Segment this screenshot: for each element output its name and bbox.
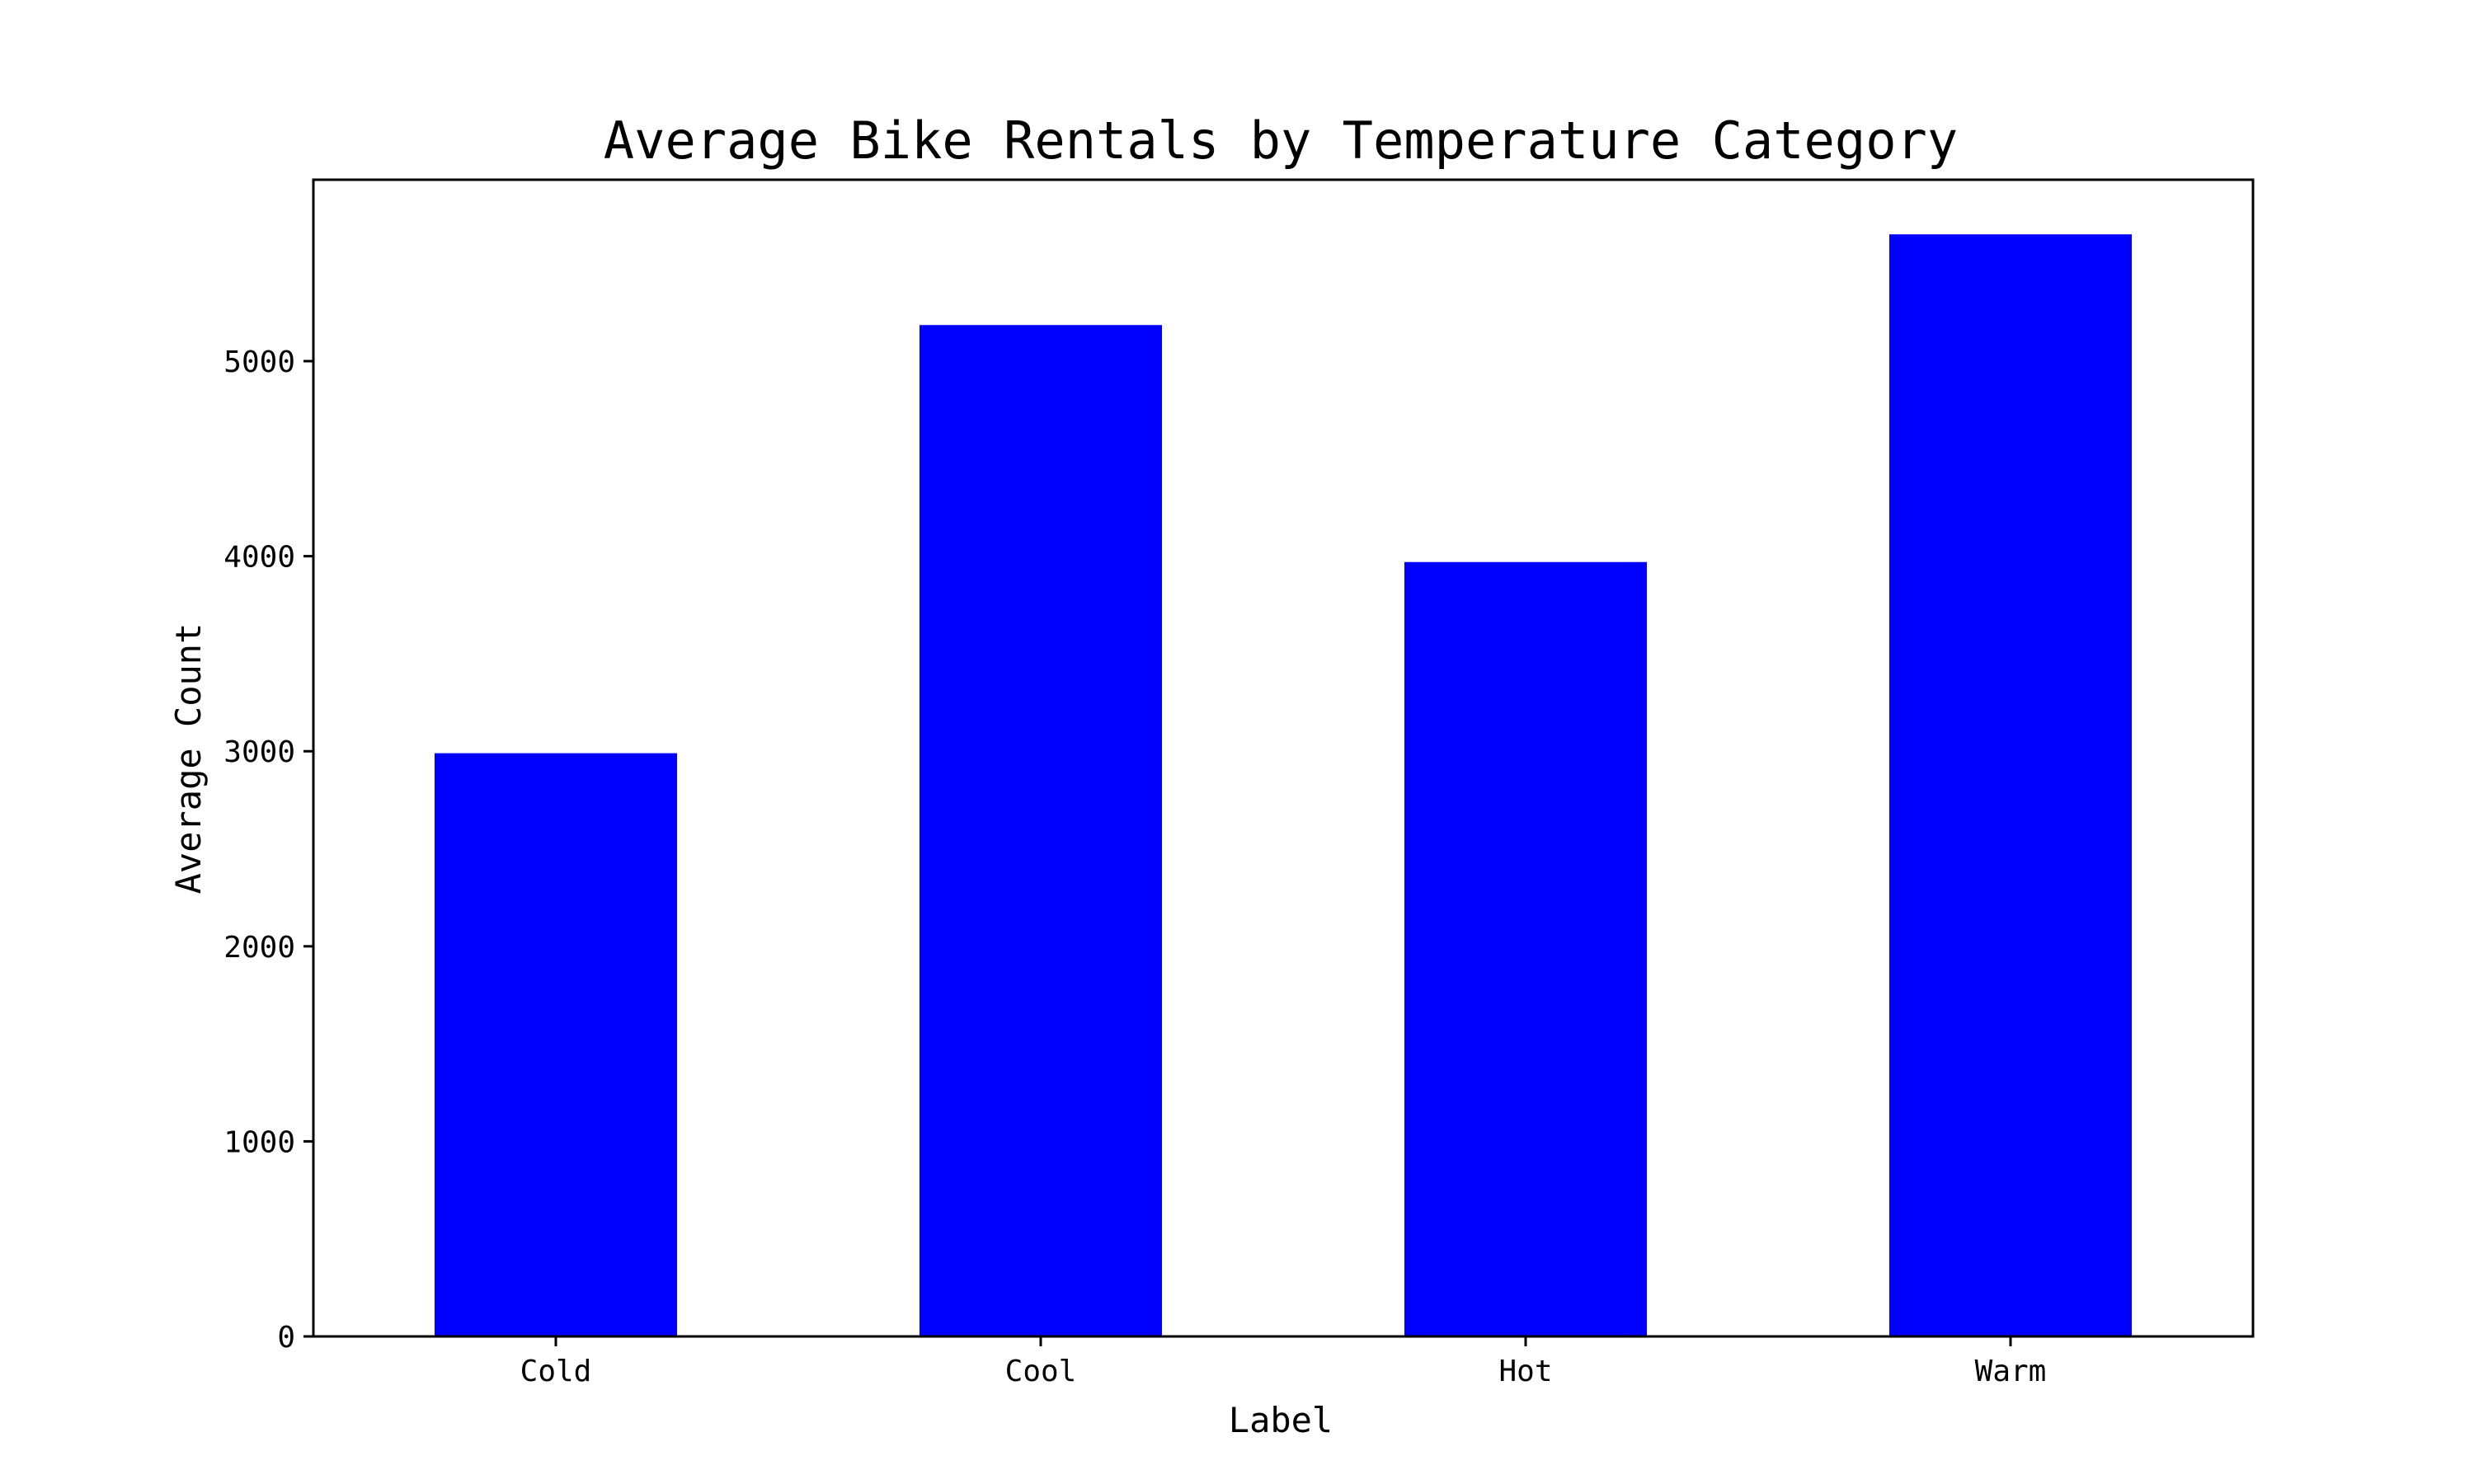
x-axis-label: Label xyxy=(1229,1400,1333,1440)
x-tick-label: Cold xyxy=(520,1355,592,1388)
x-axis: Cold Cool Hot Warm xyxy=(520,1336,2047,1388)
y-axis: 0 1000 2000 3000 4000 5000 xyxy=(223,345,313,1355)
y-axis-label: Average Count xyxy=(168,623,209,895)
bar-hot xyxy=(1404,561,1647,1336)
bar-cool xyxy=(920,325,1162,1337)
chart-title: Average Bike Rentals by Temperature Cate… xyxy=(604,110,1958,171)
y-tick-label: 5000 xyxy=(223,345,295,379)
bars xyxy=(435,234,2132,1337)
y-tick-label: 3000 xyxy=(223,735,295,769)
x-tick-label: Hot xyxy=(1498,1355,1552,1388)
y-tick-label: 1000 xyxy=(223,1125,295,1159)
x-tick-label: Warm xyxy=(1975,1355,2047,1388)
y-tick-label: 4000 xyxy=(223,541,295,575)
plot-frame xyxy=(312,178,2255,1338)
bar-warm xyxy=(1889,234,2132,1336)
y-tick-label: 2000 xyxy=(223,931,295,965)
y-tick-label: 0 xyxy=(277,1321,295,1355)
bar-cold xyxy=(435,753,677,1336)
x-tick-label: Cool xyxy=(1005,1355,1077,1388)
